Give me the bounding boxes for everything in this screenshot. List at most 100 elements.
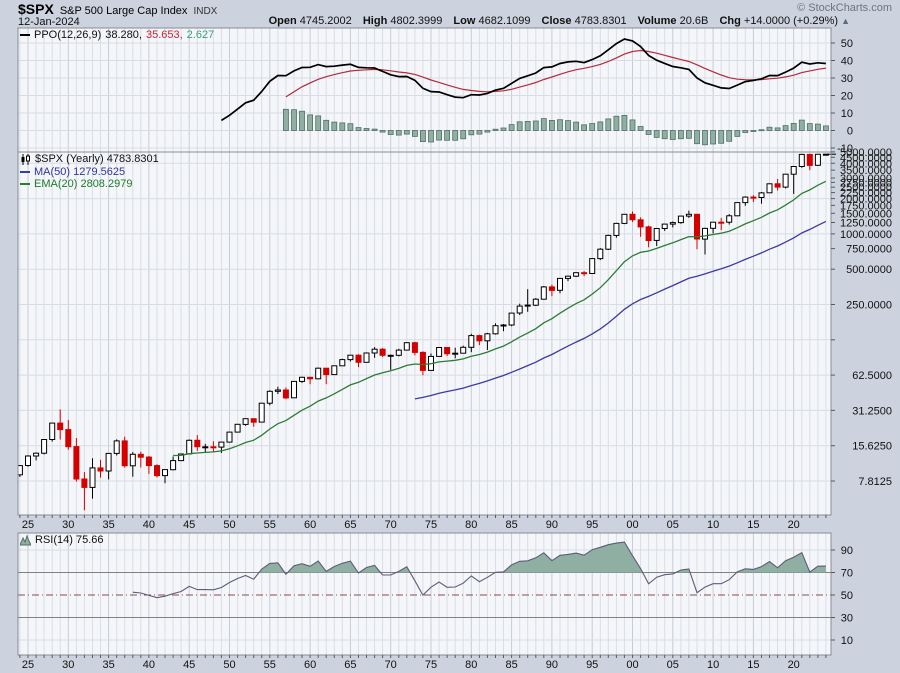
svg-text:70: 70 [841,568,853,580]
svg-text:10: 10 [841,108,853,120]
candle-1991 [557,277,563,294]
copyright-link[interactable]: © StockCharts.com [797,2,892,14]
candle-1947 [202,443,209,453]
candle-1972 [403,342,410,351]
main-panel-border [17,151,832,516]
svg-text:90: 90 [841,545,853,557]
svg-text:80: 80 [465,659,477,671]
price-legend-symbol: $SPX (Yearly) 4783.8301 [35,153,159,165]
chg-value: +14.0000 (+0.29%) [743,15,839,27]
rsi-overbought-fill [132,542,826,573]
svg-text:35: 35 [102,519,114,531]
candle-1938 [129,452,136,477]
svg-text:20: 20 [788,659,800,671]
svg-text:70: 70 [385,519,397,531]
right-axis-labels: 50 40 30 20 10 0 -105000.00004500.00004000.000… [831,38,892,647]
svg-text:15: 15 [747,519,759,531]
svg-text:25: 25 [22,659,34,671]
open-label: Open [268,15,297,27]
ppo-histogram [282,108,829,146]
svg-text:95: 95 [586,519,598,531]
candle-2013 [734,202,741,217]
candlestick-icon [21,153,30,165]
svg-text:65: 65 [344,519,356,531]
candle-1936 [113,439,120,456]
candle-2005 [669,221,676,228]
svg-text:2750.0000: 2750.0000 [840,177,892,189]
candle-2020 [790,166,797,194]
svg-text:05: 05 [667,519,679,531]
candle-1995 [589,258,596,275]
svg-text:3000.0000: 3000.0000 [840,173,892,185]
low-label: Low [453,15,476,27]
candle-1953 [250,418,257,427]
candle-1998 [613,222,620,238]
volume-label: Volume [637,15,677,27]
candle-1924 [18,465,23,477]
candle-1934 [97,459,104,478]
svg-text:4500.0000: 4500.0000 [840,152,892,164]
candle-1932 [81,472,88,511]
candle-1959 [299,376,305,383]
svg-text:40: 40 [143,519,155,531]
candle-1983 [492,323,499,335]
svg-text:3500.0000: 3500.0000 [840,165,892,177]
candle-1989 [540,286,547,300]
svg-text:1000.0000: 1000.0000 [840,229,892,241]
candle-1965 [347,354,354,362]
candle-1930 [65,419,72,450]
candle-1970 [387,354,394,370]
candle-1984 [500,324,507,332]
svg-text:31.2500: 31.2500 [852,405,892,417]
candle-1943 [170,456,177,471]
candle-1954 [258,402,265,423]
ppo-hist-value: 2.627 [186,29,215,41]
ema20-legend: EMA(20) 2808.2979 [34,178,133,190]
candle-1948 [210,441,217,452]
svg-text:5000.0000: 5000.0000 [840,147,892,159]
svg-text:85: 85 [505,519,517,531]
candle-2017 [766,183,773,194]
candle-2010 [710,221,717,234]
candle-1941 [154,464,160,478]
header: $SPX S&P 500 Large Cap Index INDX [18,1,217,19]
ma50-legend: MA(50) 1279.5625 [34,165,126,178]
svg-text:50: 50 [223,519,235,531]
close-label: Close [541,15,572,27]
candle-2007 [685,210,692,218]
exchange-label: INDX [193,6,218,17]
svg-text:60: 60 [304,659,316,671]
candle-1977 [444,347,451,357]
ppo-vertical-grid [19,28,827,152]
candle-1925 [25,455,31,467]
svg-text:10: 10 [707,519,719,531]
svg-text:750.0000: 750.0000 [846,244,892,256]
svg-text:0: 0 [847,126,853,138]
svg-text:65: 65 [344,659,356,671]
candle-2012 [726,214,733,225]
svg-text:40: 40 [841,56,853,68]
candle-2000 [629,211,636,222]
svg-text:90: 90 [546,659,558,671]
candle-1958 [291,380,297,399]
candle-1964 [339,358,346,367]
high-value: 4802.3999 [390,15,443,27]
candle-1929 [57,409,64,440]
candle-1927 [41,439,48,455]
svg-text:10: 10 [841,635,853,647]
candle-1971 [395,348,402,357]
svg-text:4000.0000: 4000.0000 [840,158,892,170]
candle-1990 [548,284,555,297]
svg-text:75: 75 [425,659,437,671]
svg-text:75: 75 [425,519,437,531]
candle-1973 [411,341,418,356]
svg-text:2500.0000: 2500.0000 [840,182,892,194]
volume-value: 20.6B [679,15,709,27]
svg-text:70: 70 [385,659,397,671]
candle-1961 [315,367,322,380]
svg-text:20: 20 [841,91,853,103]
candle-1935 [105,452,112,480]
candle-2008 [694,213,700,250]
candle-1939 [137,451,144,468]
